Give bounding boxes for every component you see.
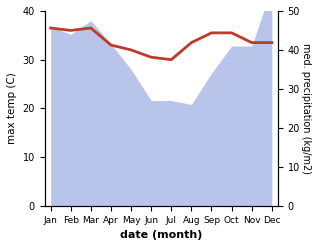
Y-axis label: med. precipitation (kg/m2): med. precipitation (kg/m2) <box>301 43 311 174</box>
Y-axis label: max temp (C): max temp (C) <box>7 72 17 144</box>
X-axis label: date (month): date (month) <box>120 230 203 240</box>
